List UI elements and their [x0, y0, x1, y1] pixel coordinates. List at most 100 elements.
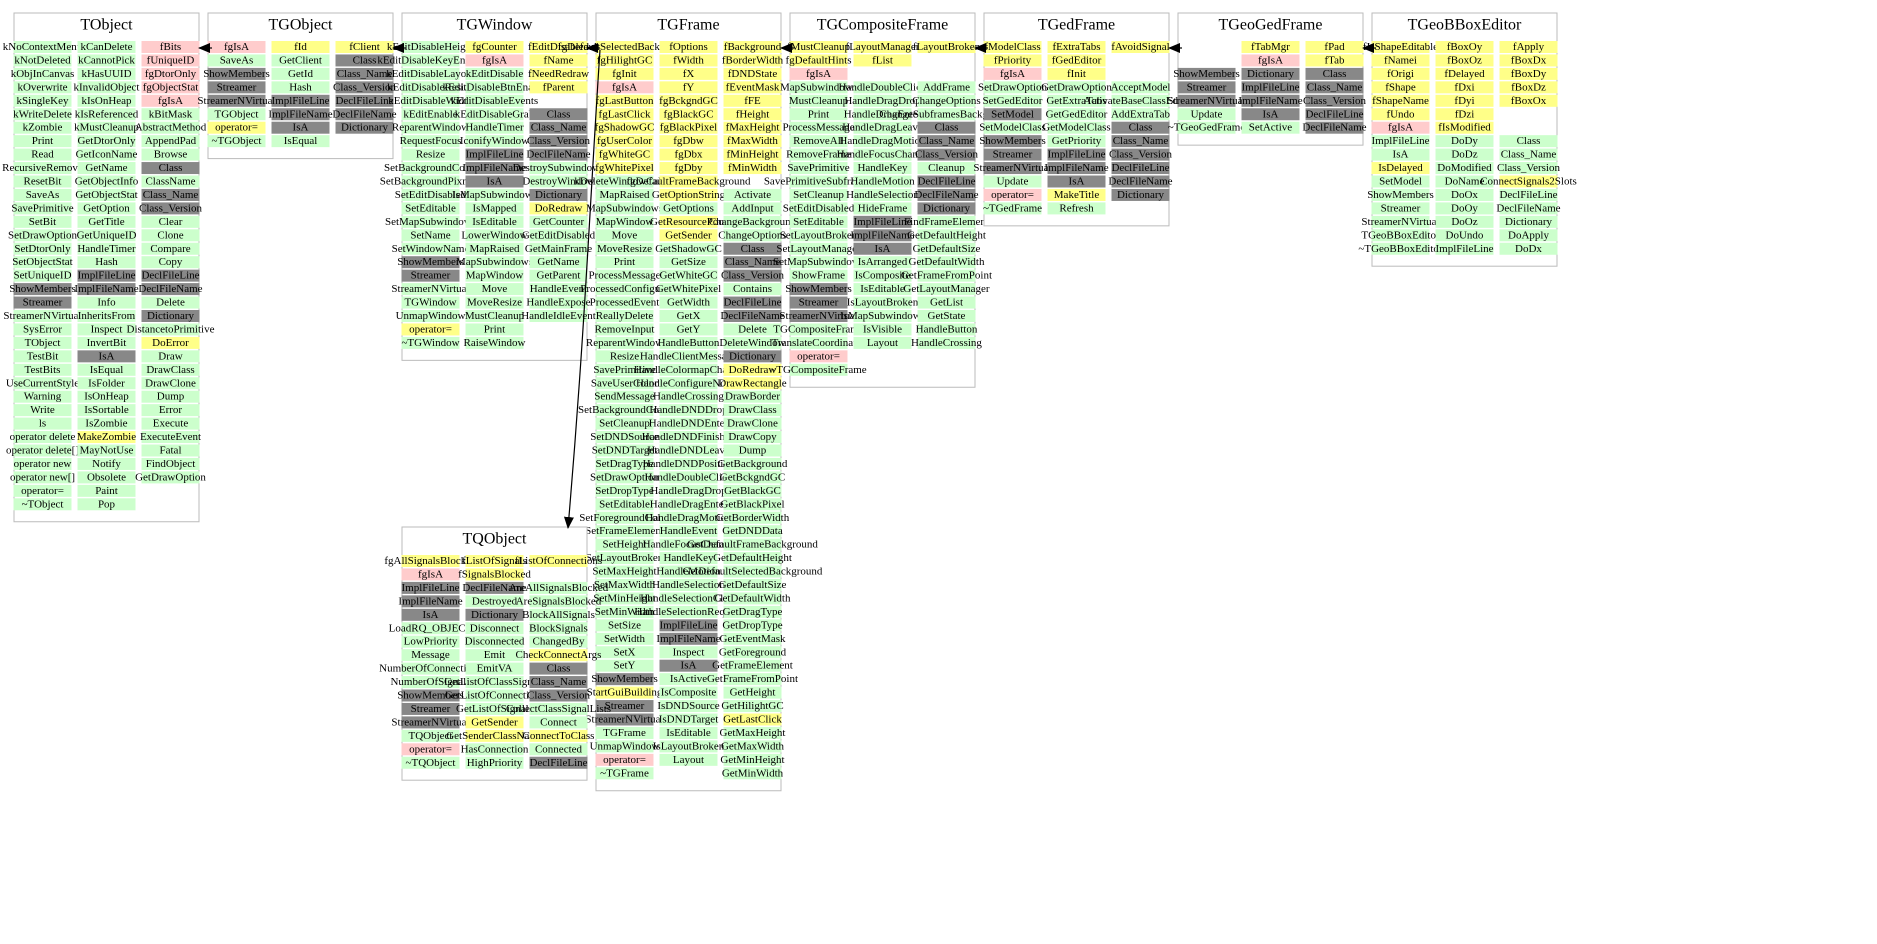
- member-name: GetMaxHeight: [720, 727, 786, 739]
- member-cell: [853, 94, 912, 107]
- member-cell: [465, 67, 524, 80]
- member-name: kEditDisableGrab: [455, 108, 535, 120]
- member-cell: [141, 242, 200, 255]
- member-cell: [13, 431, 72, 444]
- member-name: ProcessMessage: [782, 122, 854, 134]
- member-name: fLayoutBroken: [913, 41, 981, 53]
- member-cell: [335, 54, 394, 67]
- member-cell: [465, 41, 524, 53]
- member-name: HandleTimer: [465, 122, 524, 134]
- member-cell: [595, 363, 654, 376]
- member-name: GetDtorOnly: [77, 135, 136, 147]
- member-cell: [917, 121, 976, 134]
- member-cell: [401, 108, 460, 121]
- member-name: operator=: [409, 323, 452, 335]
- member-cell: [723, 135, 782, 148]
- member-name: GetSender: [665, 229, 712, 241]
- member-cell: [723, 686, 782, 699]
- member-cell: [917, 336, 976, 349]
- member-name: SetMapSubwindows: [385, 216, 476, 228]
- member-cell: [789, 269, 848, 282]
- member-cell: [1435, 121, 1494, 134]
- member-cell: [13, 323, 72, 336]
- member-cell: [465, 81, 524, 94]
- member-cell: [13, 215, 72, 228]
- member-name: Class: [159, 162, 183, 174]
- member-cell: [77, 121, 136, 134]
- member-name: ChangeSubframesBackground: [879, 108, 1014, 120]
- member-cell: [401, 716, 460, 729]
- member-cell: [529, 41, 588, 53]
- member-cell: [723, 310, 782, 322]
- member-name: GetObjectStat: [75, 189, 137, 201]
- member-cell: [917, 202, 976, 215]
- member-name: MakeZombie: [77, 431, 136, 443]
- member-cell: [1305, 108, 1364, 121]
- member-cell: [1371, 215, 1430, 228]
- member-cell: [465, 568, 524, 581]
- member-name: Class_Version: [139, 202, 202, 214]
- member-name: TestBit: [27, 350, 59, 362]
- member-cell: [595, 175, 654, 188]
- member-name: GetClient: [279, 54, 322, 66]
- member-cell: [659, 377, 718, 390]
- member-name: fDyi: [1454, 95, 1474, 107]
- member-name: Class: [547, 663, 571, 675]
- member-cell: [529, 743, 588, 756]
- member-name: IsDNDSource: [657, 700, 719, 712]
- member-name: HandleDNDPosition: [643, 458, 735, 470]
- member-name: SetEditable: [599, 498, 650, 510]
- member-cell: [659, 471, 718, 484]
- member-cell: [1371, 108, 1430, 121]
- member-name: kInvalidObject: [74, 81, 140, 93]
- member-name: ImplFileName: [656, 633, 720, 645]
- member-cell: [1177, 67, 1236, 80]
- member-cell: [1371, 54, 1430, 67]
- member-name: StreamerNVirtual: [391, 716, 469, 728]
- member-name: fgIsA: [612, 81, 637, 93]
- member-cell: [789, 296, 848, 309]
- member-cell: [789, 162, 848, 175]
- member-name: GetListOfSignals: [456, 703, 533, 715]
- member-name: ~TGeoBBoxEditor: [1358, 243, 1443, 255]
- member-name: DeclFileName: [1302, 122, 1366, 134]
- member-name: StreamerNVirtual: [779, 310, 857, 322]
- member-name: IsA: [99, 350, 115, 362]
- member-cell: [659, 619, 718, 632]
- member-name: Connected: [535, 743, 583, 755]
- member-name: fOptions: [669, 41, 708, 53]
- member-name: fMustCleanup: [787, 41, 850, 53]
- member-name: GetBlackPixel: [720, 498, 784, 510]
- member-name: ShowMembers: [785, 283, 852, 295]
- member-cell: [465, 323, 524, 336]
- member-name: IsA: [1069, 176, 1085, 188]
- member-cell: [401, 94, 460, 107]
- member-name: Write: [30, 404, 55, 416]
- member-name: Streamer: [217, 81, 257, 93]
- member-cell: [1499, 81, 1558, 94]
- member-cell: [1241, 54, 1300, 67]
- member-cell: [401, 323, 460, 336]
- member-name: SetDragType: [596, 458, 654, 470]
- member-cell: [853, 202, 912, 215]
- member-name: HandleSelectionRequest: [634, 606, 742, 618]
- member-name: HandleDNDLeave: [647, 445, 730, 457]
- member-cell: [595, 94, 654, 107]
- member-cell: [659, 552, 718, 565]
- member-name: HandleMotion: [656, 566, 721, 578]
- member-name: UnmapWindow: [590, 740, 660, 752]
- member-cell: [13, 310, 72, 322]
- member-name: fBoxOz: [1447, 54, 1482, 66]
- member-cell: [595, 81, 654, 94]
- member-cell: [77, 188, 136, 201]
- member-cell: [723, 256, 782, 269]
- member-cell: [77, 242, 136, 255]
- member-cell: [723, 726, 782, 739]
- member-cell: [465, 635, 524, 648]
- member-name: AddFrame: [923, 81, 970, 93]
- member-cell: [1047, 148, 1106, 161]
- member-cell: [917, 148, 976, 161]
- member-cell: [659, 202, 718, 215]
- member-name: IsEditable: [666, 727, 711, 739]
- member-cell: [789, 229, 848, 242]
